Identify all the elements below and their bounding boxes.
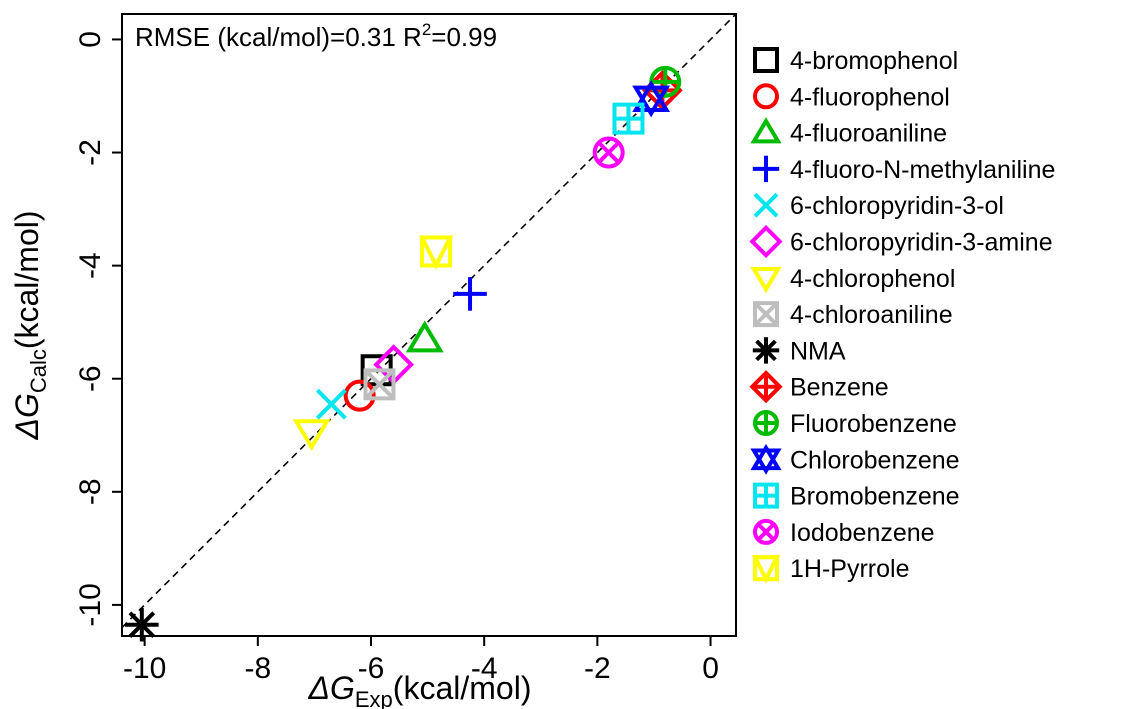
- data-point-13: [612, 102, 645, 135]
- x-tick-label: -4: [471, 652, 498, 685]
- legend-label-4: 4-fluoro-N-methylaniline: [790, 156, 1055, 184]
- legend-label-8: 4-chloroaniline: [790, 301, 953, 329]
- x-axis-title-unit: (kcal/mol): [393, 670, 532, 706]
- legend-marker-15: [751, 555, 781, 584]
- data-point-3: [405, 320, 444, 353]
- y-tick-label: 0: [74, 31, 107, 48]
- x-axis-title: ΔGExp(kcal/mol): [308, 670, 532, 709]
- legend-label-3: 4-fluoroaniline: [790, 120, 947, 148]
- x-tick-label: -2: [584, 652, 611, 685]
- legend-label-7: 4-chlorophenol: [790, 265, 955, 293]
- data-point-2: [343, 379, 376, 412]
- plot-frame: [121, 13, 737, 637]
- legend-marker-11: [753, 410, 779, 436]
- legend-marker-10: [749, 370, 783, 404]
- legend-label-15: 1H-Pyrrole: [790, 555, 909, 583]
- x-tick-label: 0: [702, 652, 719, 685]
- legend-label-13: Bromobenzene: [790, 483, 960, 511]
- legend-label-5: 6-chloropyridin-3-ol: [790, 192, 1004, 220]
- legend-label-12: Chlorobenzene: [790, 446, 960, 474]
- x-tick-label: -8: [244, 652, 271, 685]
- svg-text:RMSE (kcal/mol)=0.31 R2=0.99: RMSE (kcal/mol)=0.31 R2=0.99: [135, 20, 497, 52]
- identity-line: [121, 13, 737, 629]
- legend-label-2: 4-fluorophenol: [790, 83, 950, 111]
- data-point-14: [592, 136, 625, 169]
- legend-label-9: NMA: [790, 337, 846, 365]
- y-axis-title-subscript: Calc: [26, 349, 51, 393]
- legend-marker-6: [749, 224, 783, 259]
- legend: 4-bromophenol 4-fluorophenol 4-fluoroanili…: [749, 47, 1055, 584]
- data-point-5: [315, 388, 347, 420]
- legend-marker-9: [752, 337, 780, 364]
- legend-marker-2: [753, 83, 779, 110]
- legend-label-11: Fluorobenzene: [790, 410, 957, 438]
- data-point-15: [418, 235, 454, 270]
- data-point-8: [363, 368, 396, 401]
- legend-label-6: 6-chloropyridin-3-amine: [790, 229, 1053, 257]
- x-tick-label: -6: [358, 652, 385, 685]
- legend-marker-4: [752, 155, 780, 183]
- y-axis-title-unit: (kcal/mol): [9, 210, 45, 349]
- data-point-7: [292, 419, 331, 452]
- legend-label-10: Benzene: [790, 374, 889, 402]
- plot-area: -10 -8 -6 -4 -2 0 0 -2 -4 -6 -8 -10: [74, 13, 737, 685]
- y-axis-title-delta: ΔG: [9, 393, 45, 440]
- x-axis-title-subscript: Exp: [355, 687, 393, 709]
- legend-marker-12: [750, 443, 782, 475]
- y-tick-label: -4: [74, 252, 107, 279]
- legend-marker-8: [753, 301, 779, 328]
- legend-marker-7: [750, 267, 782, 294]
- stats-annotation: RMSE (kcal/mol)=0.31 R2=0.99: [135, 20, 497, 52]
- legend-marker-1: [753, 47, 779, 73]
- legend-marker-13: [753, 482, 779, 509]
- legend-label-14: Iodobenzene: [790, 519, 935, 547]
- y-tick-label: -8: [74, 478, 107, 505]
- x-tick-label: -10: [123, 652, 166, 685]
- svg-text:ΔGExp(kcal/mol): ΔGExp(kcal/mol): [308, 670, 532, 709]
- legend-marker-3: [750, 117, 782, 144]
- x-axis-title-delta: ΔG: [308, 670, 355, 706]
- stats-annotation-text: RMSE (kcal/mol)=0.31 R: [135, 22, 422, 52]
- y-axis-title: ΔGCalc(kcal/mol): [9, 210, 51, 440]
- data-point-4: [453, 277, 487, 311]
- legend-label-1: 4-bromophenol: [790, 47, 958, 75]
- svg-text:ΔGCalc(kcal/mol): ΔGCalc(kcal/mol): [9, 210, 51, 440]
- data-point-9: [125, 607, 159, 642]
- y-tick-label: -6: [74, 365, 107, 392]
- y-tick-label: -2: [74, 139, 107, 166]
- stats-annotation-value: =0.99: [431, 22, 497, 52]
- legend-marker-14: [753, 518, 779, 545]
- data-point-12: [632, 80, 671, 118]
- legend-marker-5: [753, 192, 779, 218]
- stats-annotation-superscript: 2: [422, 20, 431, 39]
- y-tick-label: -10: [74, 583, 107, 626]
